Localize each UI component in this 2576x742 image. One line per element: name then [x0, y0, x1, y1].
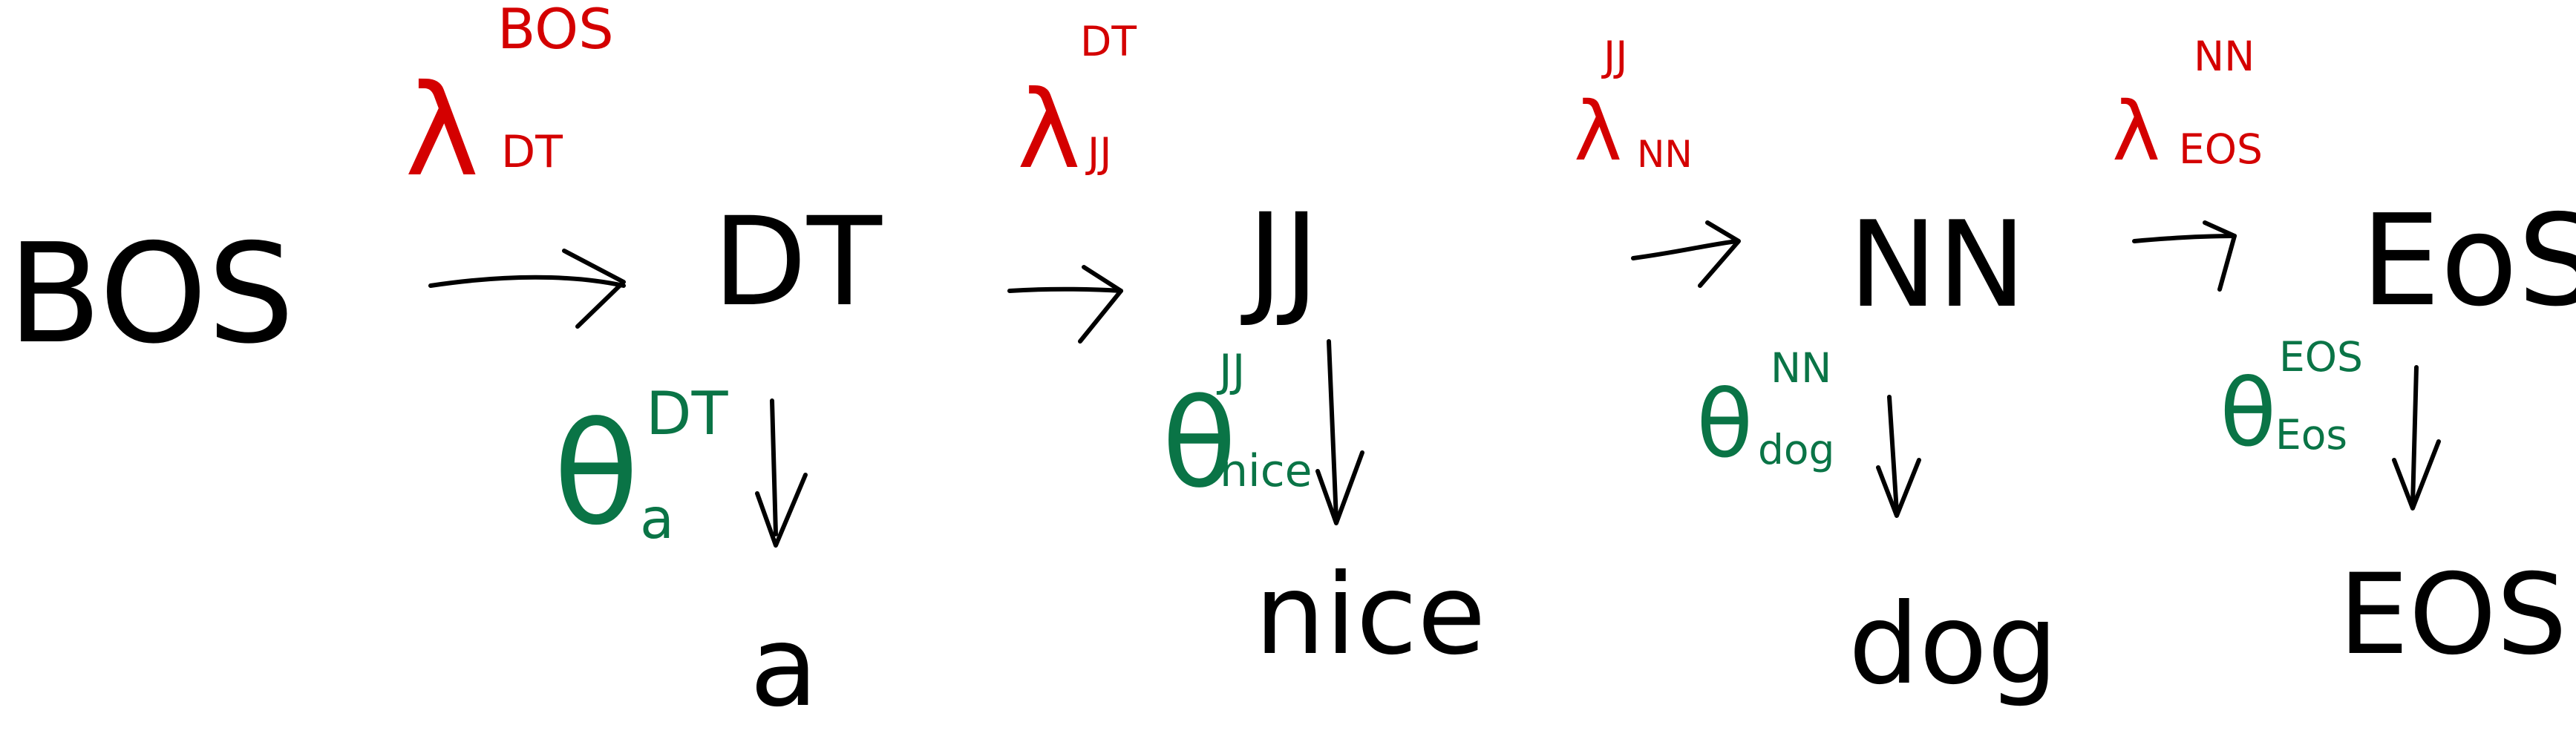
lambda-symbol: λ [405, 58, 480, 205]
theta-sub: dog [1758, 426, 1834, 473]
emission-arrow-2 [1315, 339, 1364, 525]
emission-arrow-1 [755, 398, 808, 548]
state-eos: EoS [2361, 188, 2576, 335]
lambda-sub: DT [501, 126, 563, 178]
theta-sub: Eos [2275, 411, 2347, 459]
lambda-symbol: λ [1574, 84, 1622, 179]
lambda-sup: BOS [497, 0, 614, 62]
transition-prob-4: λ NN EOS [2112, 33, 2263, 179]
lambda-sub: JJ [1085, 129, 1111, 177]
lambda-sup: DT [1080, 18, 1137, 65]
lambda-symbol: λ [1017, 68, 1081, 193]
theta-symbol: θ [1162, 372, 1237, 515]
theta-symbol: θ [2220, 360, 2276, 467]
emission-arrow-3 [1876, 395, 1921, 518]
lambda-sup: JJ [1601, 33, 1627, 80]
lambda-sub: NN [1637, 133, 1693, 176]
theta-sup: EOS [2279, 333, 2363, 381]
emission-prob-2: θ JJ nice [1162, 345, 1312, 515]
transition-arrow-4 [2132, 220, 2237, 292]
theta-sup: NN [1771, 344, 1831, 392]
transition-arrow-3 [1631, 220, 1741, 288]
theta-symbol: θ [1696, 371, 1753, 479]
theta-sub: a [640, 486, 674, 551]
state-jj: JJ [1240, 187, 1319, 329]
lambda-sub: EOS [2179, 125, 2263, 173]
transition-prob-1: λ BOS DT [405, 0, 614, 205]
theta-sup: DT [646, 379, 729, 448]
emission-prob-1: θ DT a [553, 379, 729, 556]
theta-sub: nice [1220, 445, 1312, 497]
transition-prob-3: λ JJ NN [1574, 33, 1693, 179]
lambda-symbol: λ [2112, 84, 2160, 179]
emission-arrow-4 [2392, 365, 2441, 510]
theta-symbol: θ [553, 393, 639, 556]
word-eos: EOS [2338, 551, 2567, 680]
emission-prob-3: θ NN dog [1696, 344, 1834, 479]
word-dog: dog [1848, 580, 2058, 709]
state-bos: BOS [7, 214, 295, 374]
transition-prob-2: λ DT JJ [1017, 18, 1137, 193]
state-nn: NN [1848, 195, 2026, 334]
state-dt: DT [713, 191, 883, 333]
word-a: a [750, 603, 818, 732]
theta-sup: JJ [1216, 345, 1245, 397]
emission-prob-4: θ EOS Eos [2220, 333, 2363, 467]
transition-arrow-1 [428, 249, 626, 329]
lambda-sup: NN [2194, 33, 2255, 80]
transition-arrow-2 [1007, 265, 1123, 344]
word-nice: nice [1255, 551, 1486, 680]
